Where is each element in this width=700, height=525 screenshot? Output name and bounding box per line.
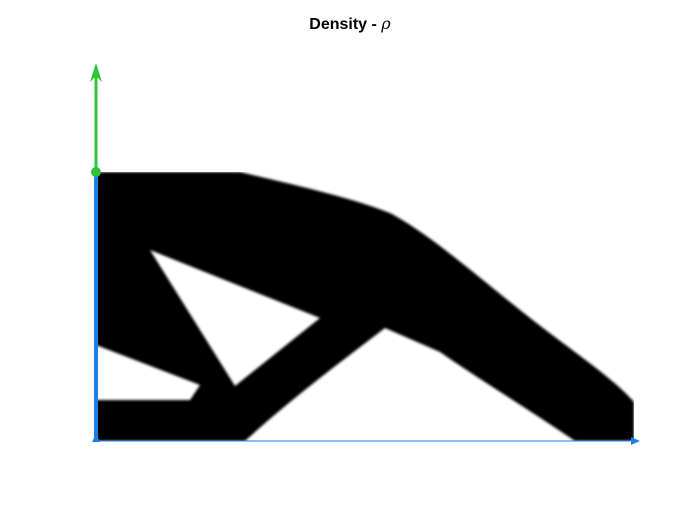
title-text: Density - [309,16,382,33]
title-symbol: ρ [381,14,391,33]
arrow-right-icon [631,437,640,445]
arrow-up-icon [90,63,102,82]
load-point [91,167,101,177]
material-shape [96,172,634,441]
figure-title: Density - ρ [0,14,700,34]
support-corner-mark [92,434,100,442]
material-region [96,172,634,441]
